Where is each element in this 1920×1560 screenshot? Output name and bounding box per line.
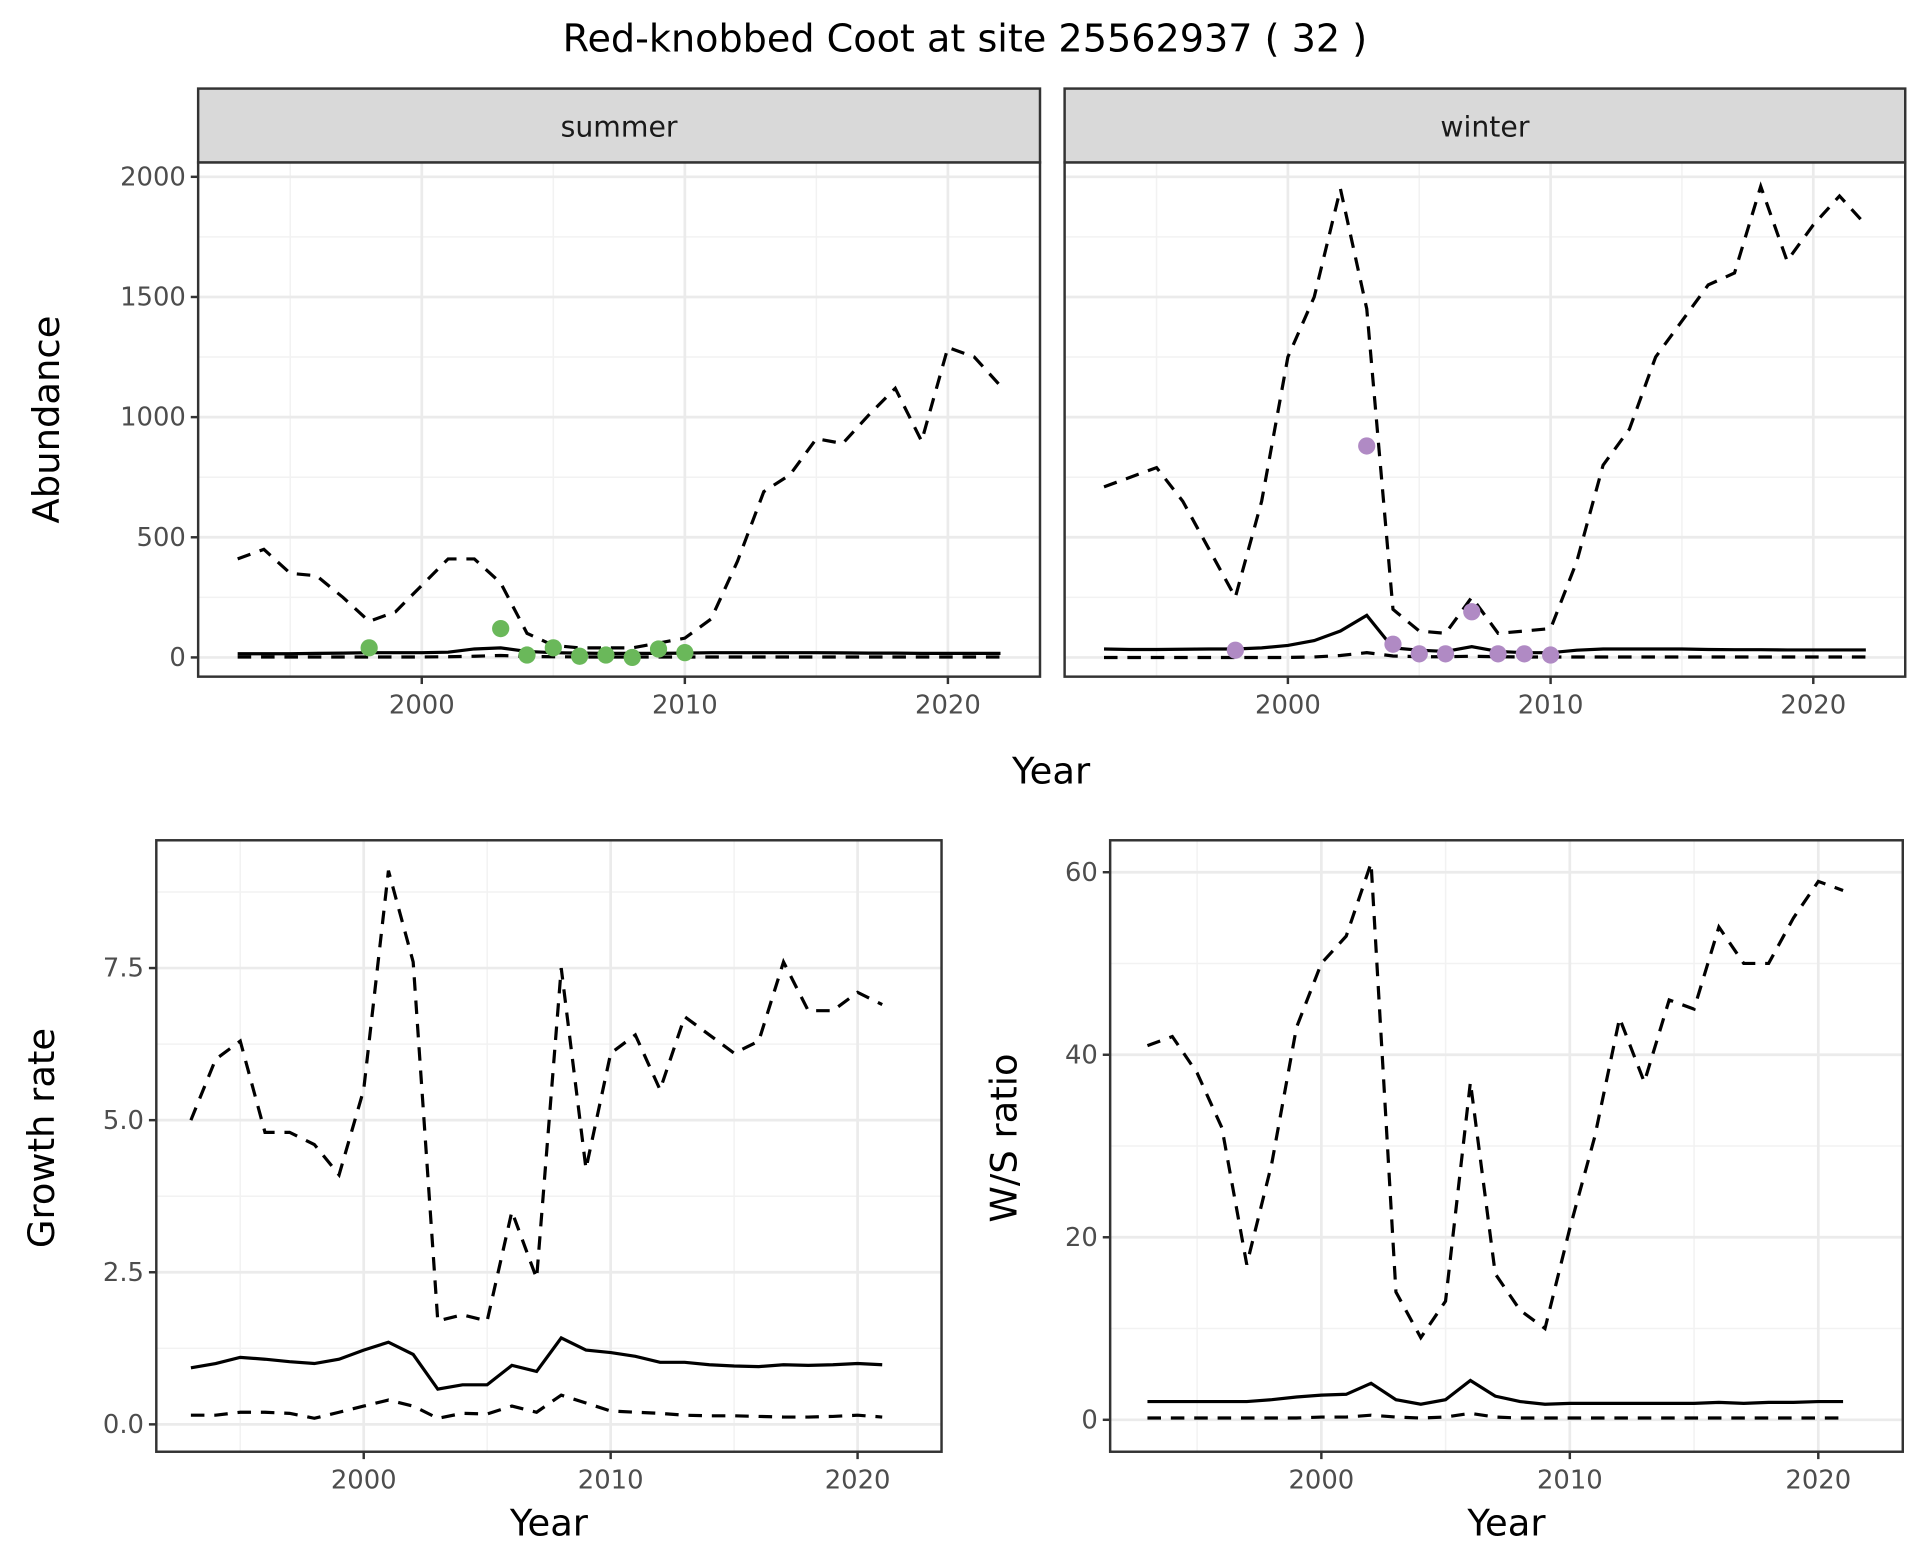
series-line-mean	[1147, 1378, 1844, 1406]
data-point	[676, 644, 694, 662]
chart-title: Red-knobbed Coot at site 25562937 ( 32 )	[563, 17, 1368, 61]
facet-strip	[1063, 87, 1907, 164]
series-line-upper	[1146, 862, 1844, 1341]
y-tick-label: 1000	[120, 403, 186, 433]
y-axis-title: W/S ratio	[983, 1053, 1026, 1222]
x-tick-label: 2020	[1780, 691, 1846, 721]
x-axis-title: Year	[1466, 1501, 1546, 1544]
x-tick-label: 2010	[1537, 1466, 1603, 1496]
panel-border	[1063, 161, 1907, 678]
panel-border	[1108, 839, 1904, 1453]
x-tick-label: 2010	[578, 1466, 644, 1496]
y-tick-label: 60	[1065, 858, 1098, 888]
series-line-mean	[1103, 613, 1866, 655]
x-tick-label: 2020	[915, 691, 981, 721]
x-tick-label: 2000	[1255, 691, 1321, 721]
data-point	[1410, 645, 1428, 663]
data-point	[518, 646, 536, 664]
y-tick-label: 0.0	[103, 1410, 144, 1440]
series-line-upper	[189, 870, 883, 1323]
data-point	[1226, 641, 1244, 659]
y-axis-title: Abundance	[25, 316, 68, 524]
y-tick-label: 500	[137, 523, 186, 553]
x-tick-label: 2000	[389, 691, 455, 721]
facet-strip	[196, 87, 1042, 164]
x-tick-label: 2020	[1785, 1466, 1851, 1496]
facet-strip-label: winter	[1440, 111, 1529, 144]
data-point	[360, 639, 378, 657]
facet-strip-label: summer	[561, 111, 678, 144]
y-tick-label: 2.5	[103, 1258, 144, 1288]
data-point	[492, 619, 510, 638]
data-point	[571, 647, 589, 665]
series-line-upper	[1103, 181, 1868, 636]
y-tick-label: 0	[169, 643, 185, 673]
panel-summer: 2000 2010 2020 0 500 1000 1500 2000 summer Abunda…	[25, 87, 1042, 721]
x-tick-label: 2000	[331, 1466, 397, 1496]
panel-winter: 2000 2010 2020 winter	[1063, 87, 1907, 721]
data-point	[1358, 437, 1376, 455]
panel-growth: 2000 2010 2020 0.0 2.5 5.0 7.5 Year Growth rate	[20, 839, 943, 1544]
series-line-lower	[1147, 1411, 1844, 1420]
data-point	[1515, 645, 1533, 663]
panel-border	[196, 161, 1042, 678]
series-line-lower	[237, 653, 1001, 659]
data-point	[597, 646, 615, 664]
y-tick-label: 0	[1081, 1405, 1097, 1435]
data-point	[1489, 645, 1507, 663]
x-tick-label: 2010	[1518, 691, 1584, 721]
x-tick-label: 2020	[825, 1466, 891, 1496]
data-point	[649, 640, 668, 658]
y-axis-title: Growth rate	[20, 1028, 63, 1248]
y-tick-label: 5.0	[103, 1106, 144, 1136]
x-axis-title: Year	[1011, 750, 1091, 793]
x-tick-label: 2010	[652, 691, 718, 721]
data-point	[1541, 646, 1560, 664]
data-point	[1384, 635, 1402, 653]
data-point	[623, 648, 641, 667]
series-line-lower	[190, 1393, 883, 1420]
panel-border	[155, 839, 943, 1453]
y-tick-label: 7.5	[103, 954, 144, 984]
y-tick-label: 40	[1065, 1040, 1098, 1070]
series-line-upper	[237, 345, 1002, 650]
series-line-mean	[190, 1335, 883, 1391]
data-point	[1436, 645, 1455, 663]
y-tick-label: 2000	[120, 162, 186, 192]
data-point	[544, 639, 562, 657]
x-axis-title: Year	[509, 1501, 589, 1544]
y-tick-label: 20	[1065, 1223, 1098, 1253]
panel-ratio: 2000 2010 2020 0 20 40 60 Year W/S ratio	[983, 839, 1904, 1544]
y-tick-label: 1500	[120, 283, 186, 313]
x-tick-label: 2000	[1288, 1466, 1354, 1496]
data-point	[1463, 603, 1481, 621]
